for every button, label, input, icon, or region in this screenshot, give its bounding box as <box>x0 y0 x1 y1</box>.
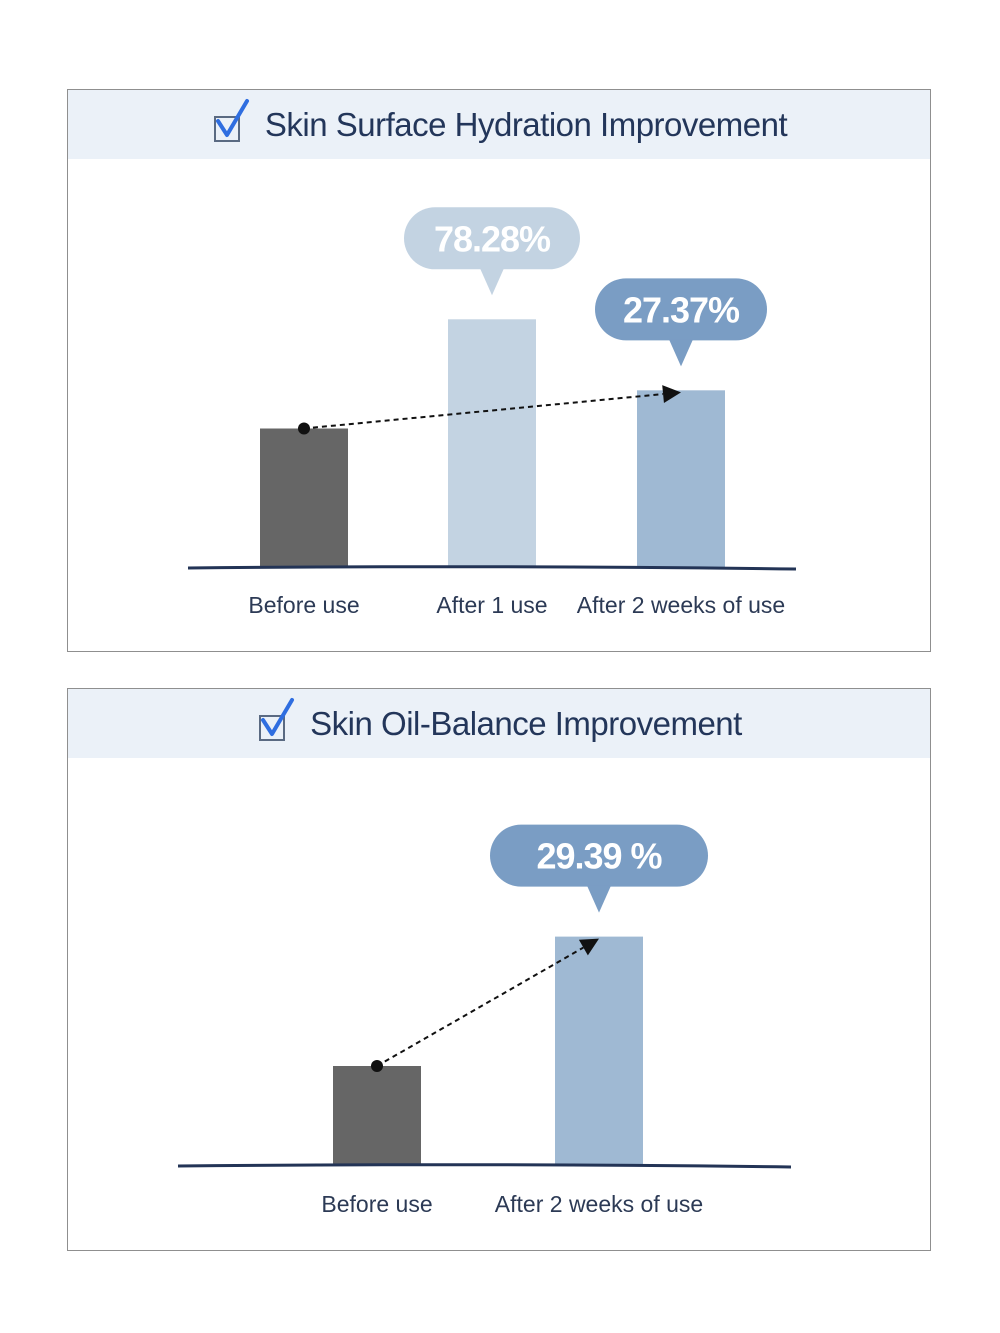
hydration-bar-chart: Before use After 1 use 78.28% After 2 weeks… <box>187 207 797 618</box>
value-label-bubble: 29.39 % <box>490 824 708 913</box>
x-tick-label: After 2 weeks of use <box>495 1191 703 1217</box>
value-label-bubble: 27.37% <box>595 278 767 367</box>
bar-0 <box>260 428 348 568</box>
oil-balance-chart-panel: Skin Oil-Balance Improvement Before use A… <box>67 688 931 1251</box>
x-tick-label: Before use <box>248 592 359 618</box>
value-label: 78.28% <box>434 218 551 259</box>
trend-arrow <box>371 938 599 1072</box>
oil-balance-bar-chart: Before use After 2 weeks of use 29.39 % <box>177 824 792 1217</box>
checkbox-check-icon <box>259 697 295 741</box>
x-axis-line <box>177 1163 792 1169</box>
hydration-chart-panel: Skin Surface Hydration Improvement Befor… <box>67 89 931 652</box>
bar-1 <box>555 936 643 1166</box>
bar-1 <box>448 319 536 568</box>
x-tick-label: After 2 weeks of use <box>577 592 785 618</box>
value-label-bubble: 78.28% <box>404 207 580 296</box>
bar-0 <box>333 1066 421 1166</box>
value-label: 29.39 % <box>536 836 662 877</box>
x-tick-label: After 1 use <box>436 592 547 618</box>
hydration-chart-title: Skin Surface Hydration Improvement <box>264 105 788 143</box>
oil-balance-chart-header: Skin Oil-Balance Improvement <box>68 689 930 758</box>
oil-balance-chart-title: Skin Oil-Balance Improvement <box>310 704 742 742</box>
trend-arrow <box>298 385 681 435</box>
hydration-chart-header: Skin Surface Hydration Improvement <box>68 90 930 159</box>
bar-2 <box>637 390 725 568</box>
x-tick-label: Before use <box>321 1191 432 1217</box>
x-axis-line <box>187 565 797 571</box>
checkbox-check-icon <box>213 98 249 142</box>
value-label: 27.37% <box>623 289 740 330</box>
